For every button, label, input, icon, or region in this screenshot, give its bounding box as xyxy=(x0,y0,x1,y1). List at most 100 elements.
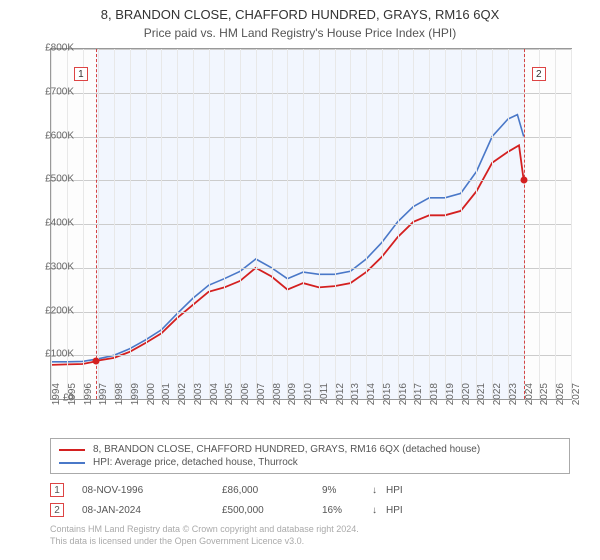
footer-line1: Contains HM Land Registry data © Crown c… xyxy=(50,524,570,536)
gridline-v xyxy=(429,49,430,399)
y-axis-label: £400K xyxy=(24,218,74,229)
x-axis-label: 2004 xyxy=(209,383,220,413)
gridline-v xyxy=(303,49,304,399)
x-axis-label: 2014 xyxy=(366,383,377,413)
x-axis-label: 2015 xyxy=(382,383,393,413)
gridline-v xyxy=(287,49,288,399)
gridline-v xyxy=(508,49,509,399)
datapoint-table: 1 08-NOV-1996 £86,000 9% ↓ HPI 2 08-JAN-… xyxy=(50,480,570,520)
gridline-v xyxy=(476,49,477,399)
gridline-v xyxy=(555,49,556,399)
x-axis-label: 2010 xyxy=(303,383,314,413)
x-axis-label: 2026 xyxy=(555,383,566,413)
gridline-v xyxy=(130,49,131,399)
gridline-v xyxy=(539,49,540,399)
gridline-v xyxy=(335,49,336,399)
gridline-v xyxy=(193,49,194,399)
x-axis-label: 2011 xyxy=(319,383,330,413)
datapoint-row: 1 08-NOV-1996 £86,000 9% ↓ HPI xyxy=(50,480,570,500)
y-axis-label: £100K xyxy=(24,349,74,360)
x-axis-label: 1997 xyxy=(98,383,109,413)
datapoint-pct: 9% xyxy=(322,485,372,496)
x-axis-label: 2022 xyxy=(492,383,503,413)
x-axis-label: 2007 xyxy=(256,383,267,413)
gridline-v xyxy=(272,49,273,399)
gridline-v xyxy=(398,49,399,399)
event-marker-line xyxy=(96,49,97,399)
x-axis-label: 2005 xyxy=(224,383,235,413)
gridline-v xyxy=(209,49,210,399)
datapoint-pct: 16% xyxy=(322,505,372,516)
x-axis-label: 2013 xyxy=(350,383,361,413)
gridline-v xyxy=(224,49,225,399)
y-axis-label: £600K xyxy=(24,130,74,141)
x-axis-label: 2021 xyxy=(476,383,487,413)
x-axis-label: 2001 xyxy=(161,383,172,413)
gridline-v xyxy=(98,49,99,399)
event-marker-box: 2 xyxy=(532,67,546,81)
datapoint-date: 08-JAN-2024 xyxy=(82,505,222,516)
gridline-v xyxy=(319,49,320,399)
gridline-v xyxy=(382,49,383,399)
chart-subtitle: Price paid vs. HM Land Registry's House … xyxy=(0,24,600,40)
x-axis-label: 2018 xyxy=(429,383,440,413)
y-axis-label: £0 xyxy=(24,393,74,404)
datapoint-marker-icon: 2 xyxy=(50,503,64,517)
gridline-v xyxy=(571,49,572,399)
x-axis-label: 2003 xyxy=(193,383,204,413)
legend-label-hpi: HPI: Average price, detached house, Thur… xyxy=(93,457,298,468)
x-axis-label: 2016 xyxy=(398,383,409,413)
gridline-v xyxy=(350,49,351,399)
y-axis-label: £800K xyxy=(24,43,74,54)
gridline-v xyxy=(366,49,367,399)
x-axis-label: 1998 xyxy=(114,383,125,413)
chart-title: 8, BRANDON CLOSE, CHAFFORD HUNDRED, GRAY… xyxy=(0,0,600,24)
datapoint-price: £86,000 xyxy=(222,485,322,496)
gridline-v xyxy=(445,49,446,399)
datapoint-ref: HPI xyxy=(386,485,403,496)
gridline-v xyxy=(114,49,115,399)
gridline-v xyxy=(240,49,241,399)
x-axis-label: 1996 xyxy=(83,383,94,413)
x-axis-label: 2027 xyxy=(571,383,582,413)
gridline-v xyxy=(461,49,462,399)
x-axis-label: 2017 xyxy=(413,383,424,413)
x-axis-label: 1999 xyxy=(130,383,141,413)
footer-attribution: Contains HM Land Registry data © Crown c… xyxy=(50,524,570,547)
legend-swatch-hpi xyxy=(59,462,85,464)
legend-item-hpi: HPI: Average price, detached house, Thur… xyxy=(59,456,561,469)
chart-container: 8, BRANDON CLOSE, CHAFFORD HUNDRED, GRAY… xyxy=(0,0,600,560)
plot-area: 1994199519961997199819992000200120022003… xyxy=(50,48,572,400)
arrow-down-icon: ↓ xyxy=(372,505,386,516)
y-axis-label: £700K xyxy=(24,86,74,97)
gridline-v xyxy=(492,49,493,399)
arrow-down-icon: ↓ xyxy=(372,485,386,496)
legend-swatch-property xyxy=(59,449,85,451)
x-axis-label: 2012 xyxy=(335,383,346,413)
datapoint-price: £500,000 xyxy=(222,505,322,516)
footer-line2: This data is licensed under the Open Gov… xyxy=(50,536,570,548)
legend-box: 8, BRANDON CLOSE, CHAFFORD HUNDRED, GRAY… xyxy=(50,438,570,474)
event-marker-box: 1 xyxy=(74,67,88,81)
event-marker-line xyxy=(524,49,525,399)
datapoint-ref: HPI xyxy=(386,505,403,516)
y-axis-label: £500K xyxy=(24,174,74,185)
gridline-v xyxy=(161,49,162,399)
datapoint-marker-icon: 1 xyxy=(50,483,64,497)
y-axis-label: £200K xyxy=(24,305,74,316)
x-axis-label: 2025 xyxy=(539,383,550,413)
x-axis-label: 2024 xyxy=(524,383,535,413)
datapoint-date: 08-NOV-1996 xyxy=(82,485,222,496)
gridline-v xyxy=(146,49,147,399)
datapoint-row: 2 08-JAN-2024 £500,000 16% ↓ HPI xyxy=(50,500,570,520)
x-axis-label: 2006 xyxy=(240,383,251,413)
gridline-v xyxy=(256,49,257,399)
x-axis-label: 2023 xyxy=(508,383,519,413)
event-dot-icon xyxy=(520,177,527,184)
x-axis-label: 2000 xyxy=(146,383,157,413)
x-axis-label: 2002 xyxy=(177,383,188,413)
x-axis-label: 2009 xyxy=(287,383,298,413)
legend-item-property: 8, BRANDON CLOSE, CHAFFORD HUNDRED, GRAY… xyxy=(59,443,561,456)
y-axis-label: £300K xyxy=(24,261,74,272)
gridline-v xyxy=(83,49,84,399)
